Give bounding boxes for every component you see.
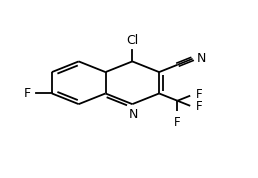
Text: F: F [196, 88, 203, 101]
Text: N: N [128, 108, 138, 121]
Text: F: F [174, 116, 181, 129]
Text: F: F [24, 87, 31, 100]
Text: N: N [197, 51, 206, 65]
Text: Cl: Cl [126, 34, 139, 47]
Text: F: F [196, 100, 203, 113]
